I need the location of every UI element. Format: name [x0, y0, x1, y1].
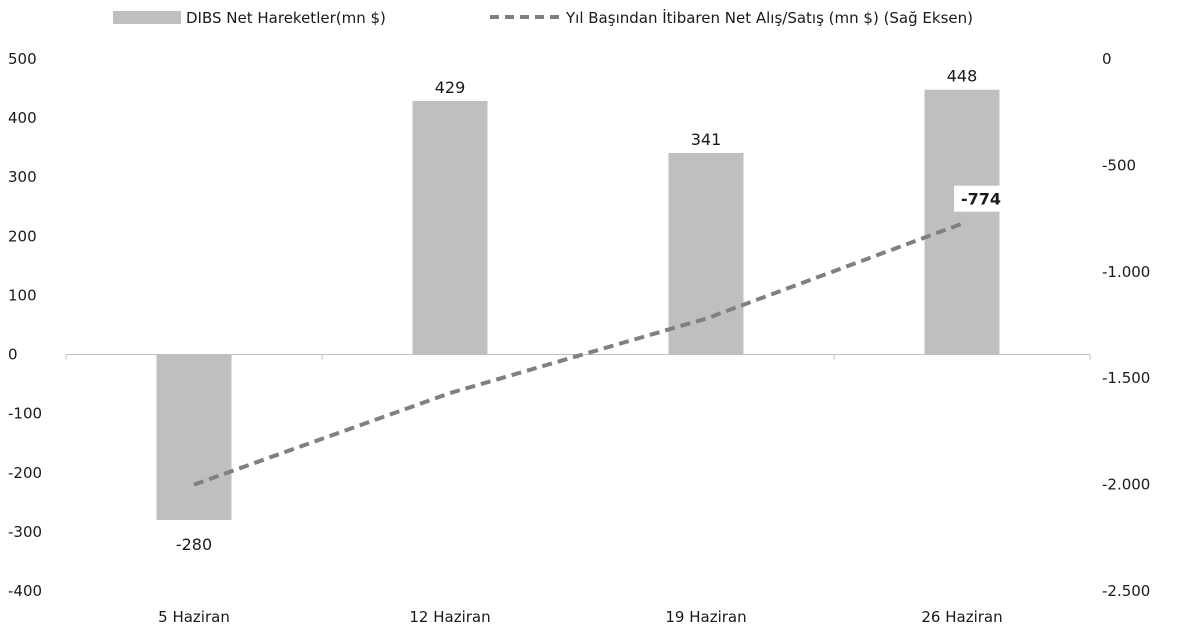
right-tick-label: -500 — [1102, 156, 1136, 174]
left-tick-label: 200 — [8, 227, 37, 245]
left-tick-label: 300 — [8, 168, 37, 186]
left-tick-label: 100 — [8, 286, 37, 304]
left-tick-label: -300 — [8, 523, 42, 541]
x-category-label: 19 Haziran — [665, 608, 746, 626]
bar — [412, 100, 488, 355]
line-label-background — [954, 185, 1008, 212]
legend-bar-swatch — [113, 11, 181, 24]
x-category-label: 5 Haziran — [158, 608, 230, 626]
line-series: -774 — [193, 185, 1008, 487]
bar-data-label: -280 — [176, 535, 212, 554]
right-tick-label: 0 — [1102, 50, 1112, 68]
left-tick-label: -100 — [8, 405, 42, 423]
bar-data-label: 429 — [435, 78, 466, 97]
bar-data-label: 341 — [691, 130, 722, 149]
x-category-label: 26 Haziran — [921, 608, 1002, 626]
left-axis: 500 400 300 200 100 0 -100 -200 -300 -400 — [8, 50, 42, 600]
line-data-label: -774 — [961, 190, 1001, 209]
right-tick-label: -2.500 — [1102, 582, 1150, 600]
left-tick-label: 0 — [8, 346, 18, 364]
bar-data-labels: -280 429 341 448 — [176, 67, 977, 554]
bar-series — [156, 89, 1000, 521]
bar-data-label: 448 — [947, 67, 978, 86]
left-tick-label: 500 — [8, 50, 37, 68]
x-category-label: 12 Haziran — [409, 608, 490, 626]
legend-bar-label: DIBS Net Hareketler(mn $) — [186, 9, 386, 27]
left-tick-label: -400 — [8, 582, 42, 600]
right-axis: 0 -500 -1.000 -1.500 -2.000 -2.500 — [1102, 50, 1150, 600]
right-tick-label: -2.000 — [1102, 476, 1150, 494]
right-tick-label: -1.000 — [1102, 263, 1150, 281]
bar — [668, 152, 744, 355]
legend: DIBS Net Hareketler(mn $) Yıl Başından İ… — [113, 8, 973, 27]
left-tick-label: -200 — [8, 464, 42, 482]
bar — [924, 89, 1000, 355]
legend-line-label: Yıl Başından İtibaren Net Alış/Satış (mn… — [565, 8, 973, 27]
left-tick-label: 400 — [8, 109, 37, 127]
line-path — [193, 221, 963, 487]
bar — [156, 354, 232, 521]
right-tick-label: -1.500 — [1102, 369, 1150, 387]
x-axis-labels: 5 Haziran 12 Haziran 19 Haziran 26 Haziran — [158, 608, 1002, 626]
